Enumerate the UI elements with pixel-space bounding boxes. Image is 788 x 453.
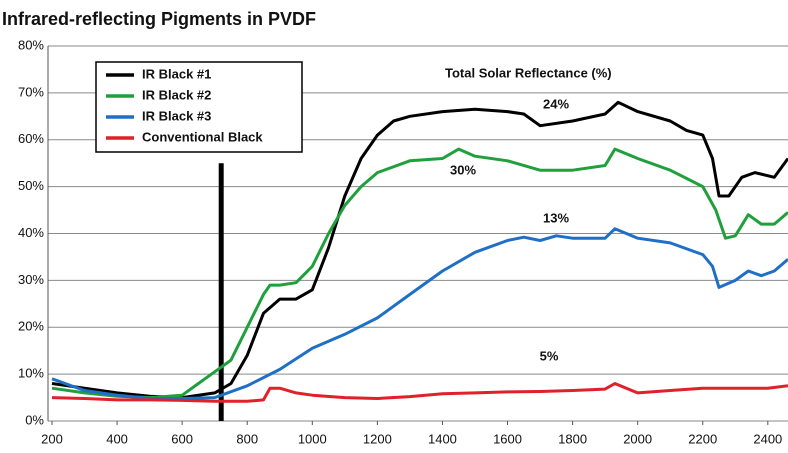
legend-label: IR Black #1 [142,66,211,81]
y-tick-label: 60% [18,131,44,146]
x-tick-label: 600 [171,431,193,446]
y-tick-label: 20% [18,319,44,334]
legend-label: IR Black #3 [142,108,211,123]
legend-label: IR Black #2 [142,87,211,102]
annotation: 5% [540,348,559,363]
x-tick-label: 1000 [298,431,327,446]
y-tick-label: 30% [18,272,44,287]
x-tick-label: 1400 [428,431,457,446]
annotation-title: Total Solar Reflectance (%) [445,65,612,80]
annotation: 30% [450,162,476,177]
x-tick-label: 400 [106,431,128,446]
y-tick-label: 10% [18,366,44,381]
x-tick-label: 1200 [363,431,392,446]
series-line [51,382,788,403]
x-tick-label: 200 [41,431,63,446]
series-line [51,147,788,400]
series-line [51,227,788,400]
y-tick-label: 70% [18,84,44,99]
y-tick-label: 0% [25,412,44,427]
annotation: 24% [543,96,569,111]
x-tick-label: 1800 [558,431,587,446]
x-tick-label: 2000 [623,431,652,446]
y-tick-label: 50% [18,178,44,193]
x-tick-label: 800 [236,431,258,446]
x-tick-label: 1600 [493,431,522,446]
y-tick-label: 80% [18,37,44,52]
y-tick-label: 40% [18,225,44,240]
chart-title: Infrared-reflecting Pigments in PVDF [2,9,316,29]
annotation: 13% [543,210,569,225]
series-line [51,100,788,400]
x-tick-label: 2400 [753,431,782,446]
legend-label: Conventional Black [142,129,263,144]
x-tick-label: 2200 [688,431,717,446]
